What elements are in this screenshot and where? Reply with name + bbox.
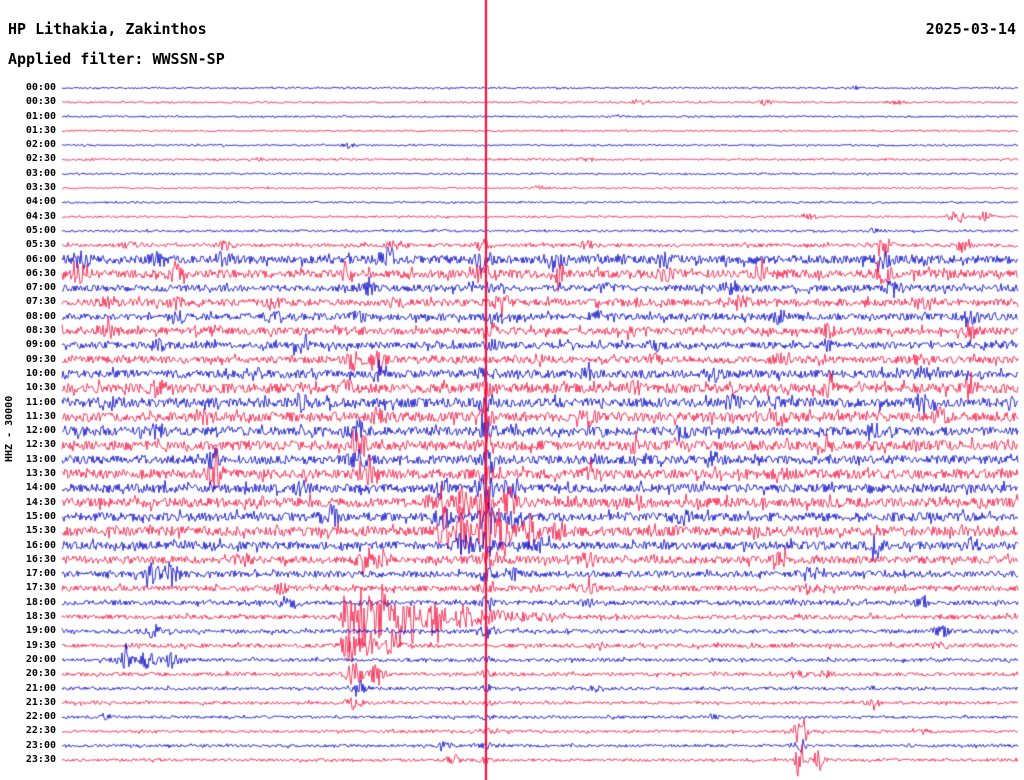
row-time-label: 04:30 (25, 210, 56, 222)
row-time-label: 03:00 (25, 167, 56, 179)
row-time-label: 09:00 (25, 339, 56, 351)
row-time-label: 15:00 (25, 510, 56, 522)
row-time-label: 20:30 (25, 668, 56, 680)
row-time-label: 02:00 (25, 139, 56, 151)
row-time-label: 08:30 (25, 325, 56, 337)
row-time-label: 07:30 (25, 296, 56, 308)
row-time-label: 12:30 (25, 439, 56, 451)
row-time-label: 05:00 (25, 224, 56, 236)
row-time-label: 13:30 (25, 468, 56, 480)
row-time-label: 08:00 (25, 310, 56, 322)
row-time-label: 16:30 (25, 553, 56, 565)
row-time-label: 22:30 (25, 725, 56, 737)
row-time-label: 10:00 (25, 367, 56, 379)
row-time-label: 11:30 (25, 410, 56, 422)
row-time-label: 14:30 (25, 496, 56, 508)
row-time-label: 00:30 (25, 96, 56, 108)
row-time-label: 07:00 (25, 282, 56, 294)
row-time-label: 23:00 (25, 739, 56, 751)
row-time-label: 21:30 (25, 696, 56, 708)
row-time-label: 20:00 (25, 653, 56, 665)
row-time-label: 01:30 (25, 124, 56, 136)
row-time-label: 18:00 (25, 596, 56, 608)
station-title: HP Lithakia, Zakinthos (8, 20, 207, 38)
row-time-label: 06:00 (25, 253, 56, 265)
row-time-label: 01:00 (25, 110, 56, 122)
row-time-label: 02:30 (25, 153, 56, 165)
row-time-label: 17:30 (25, 582, 56, 594)
row-time-label: 22:00 (25, 711, 56, 723)
row-time-label: 00:00 (25, 82, 56, 93)
row-time-label: 14:00 (25, 482, 56, 494)
row-time-label: 15:30 (25, 525, 56, 537)
row-time-label: 12:00 (25, 425, 56, 437)
row-time-label: 17:00 (25, 568, 56, 580)
row-time-label: 11:00 (25, 396, 56, 408)
row-time-label: 06:30 (25, 267, 56, 279)
row-time-label: 05:30 (25, 239, 56, 251)
row-time-label: 16:00 (25, 539, 56, 551)
row-time-label: 13:00 (25, 453, 56, 465)
row-time-label: 09:30 (25, 353, 56, 365)
time-label-column: 00:00 00:30 01:00 01:30 02:00 02:30 03:00 03:30… (0, 0, 60, 780)
row-time-label: 04:00 (25, 196, 56, 208)
row-time-label: 10:30 (25, 382, 56, 394)
row-time-label: 21:00 (25, 682, 56, 694)
row-time-label: 03:30 (25, 182, 56, 194)
row-time-label: 19:30 (25, 639, 56, 651)
date-label: 2025-03-14 (925, 20, 1016, 38)
row-time-label: 23:30 (25, 754, 56, 765)
row-time-label: 18:30 (25, 611, 56, 623)
row-time-label: 19:00 (25, 625, 56, 637)
filter-label: Applied filter: WWSSN-SP (8, 50, 225, 68)
